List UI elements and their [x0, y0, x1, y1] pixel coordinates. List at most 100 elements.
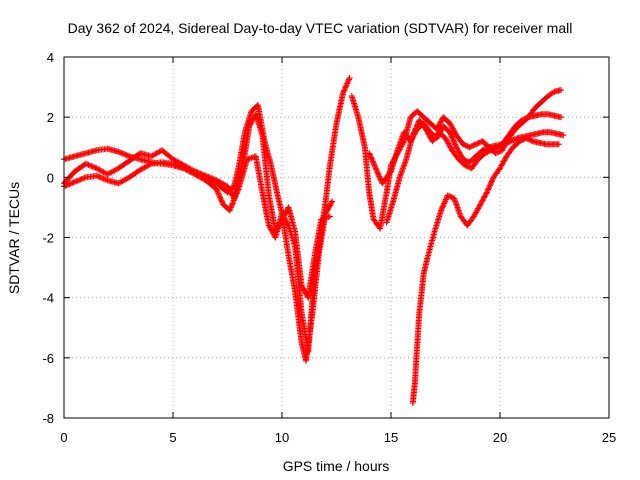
- data-point: [521, 116, 528, 122]
- data-point: [425, 131, 432, 138]
- data-point: [216, 191, 222, 198]
- data-point: [194, 169, 201, 176]
- data-point: [80, 175, 87, 182]
- data-point: [344, 80, 351, 87]
- data-point: [489, 146, 496, 153]
- data-point: [511, 136, 518, 143]
- data-point: [488, 178, 495, 185]
- data-point: [517, 137, 524, 144]
- data-point: [446, 120, 453, 127]
- data-point: [328, 199, 335, 206]
- data-point: [484, 149, 491, 156]
- data-point: [463, 162, 470, 169]
- data-point: [226, 207, 233, 214]
- data-point: [488, 147, 495, 154]
- data-point: [82, 160, 89, 167]
- data-point: [97, 174, 104, 181]
- data-point: [228, 203, 235, 210]
- data-point: [501, 157, 508, 164]
- data-point: [519, 137, 526, 143]
- y-axis-title: SDTVAR / TECUs: [6, 182, 22, 294]
- data-point: [425, 130, 432, 137]
- data-point: [560, 132, 567, 139]
- data-point: [216, 193, 223, 200]
- data-point: [486, 183, 493, 190]
- data-point: [469, 143, 476, 149]
- data-point: [200, 171, 206, 178]
- data-point: [466, 144, 473, 151]
- data-point: [499, 161, 506, 168]
- data-point: [489, 177, 496, 184]
- data-point: [81, 174, 88, 181]
- data-point: [444, 137, 450, 144]
- data-point: [527, 137, 534, 143]
- data-point: [373, 168, 380, 174]
- data-point: [278, 217, 285, 224]
- data-point: [101, 176, 108, 183]
- data-point: [329, 198, 336, 205]
- data-point: [276, 221, 283, 228]
- data-point: [488, 179, 495, 186]
- data-point: [345, 77, 352, 84]
- data-point: [518, 117, 525, 124]
- y-tick-label: -2: [42, 231, 54, 246]
- x-tick-label: 10: [275, 430, 289, 445]
- data-point: [496, 143, 503, 150]
- data-point: [481, 150, 488, 157]
- data-point: [85, 161, 92, 168]
- data-point: [485, 186, 492, 193]
- data-point: [484, 188, 491, 194]
- data-point: [326, 213, 333, 220]
- data-point: [210, 176, 217, 183]
- data-point: [462, 142, 469, 149]
- data-point: [448, 194, 455, 201]
- data-point: [492, 145, 499, 152]
- data-point: [372, 163, 379, 170]
- data-point: [473, 141, 479, 148]
- data-point: [69, 180, 76, 186]
- data-point: [247, 120, 254, 127]
- data-point: [451, 140, 458, 147]
- data-point: [558, 87, 565, 94]
- data-point: [374, 169, 381, 176]
- data-point: [346, 75, 353, 82]
- data-point: [411, 128, 418, 135]
- data-point: [422, 126, 429, 133]
- data-point: [442, 197, 449, 204]
- x-axis-title: GPS time / hours: [283, 458, 390, 474]
- data-point: [447, 144, 454, 151]
- data-point: [463, 143, 470, 149]
- data-point: [248, 119, 255, 126]
- x-tick-label: 0: [60, 430, 67, 445]
- data-point: [438, 207, 445, 214]
- data-point: [513, 135, 520, 142]
- data-point: [195, 170, 202, 176]
- data-point: [523, 135, 530, 142]
- data-point: [214, 189, 221, 196]
- data-point: [410, 130, 417, 137]
- data-point: [483, 190, 490, 197]
- data-point: [190, 167, 197, 174]
- data-point: [116, 149, 123, 156]
- data-point: [477, 201, 484, 208]
- axis-ticks: 0 5 10 15 20 25 -8 -6 -4 -2 0 2 4: [42, 50, 616, 445]
- x-tick-label: 20: [493, 430, 507, 445]
- data-point: [467, 143, 474, 150]
- data-point: [198, 171, 205, 178]
- y-tick-label: -8: [42, 411, 54, 426]
- data-point: [281, 212, 288, 219]
- data-point: [446, 143, 453, 150]
- data-point: [280, 213, 287, 220]
- data-point: [474, 206, 481, 213]
- series-track-e: [366, 111, 565, 187]
- data-point: [369, 157, 376, 164]
- data-point: [459, 141, 466, 148]
- data-point: [528, 137, 535, 144]
- x-tick-label: 15: [384, 430, 398, 445]
- data-point: [525, 136, 532, 143]
- data-point: [376, 173, 383, 180]
- data-point: [77, 176, 84, 183]
- series-track-g: [409, 135, 562, 406]
- data-point: [146, 161, 153, 168]
